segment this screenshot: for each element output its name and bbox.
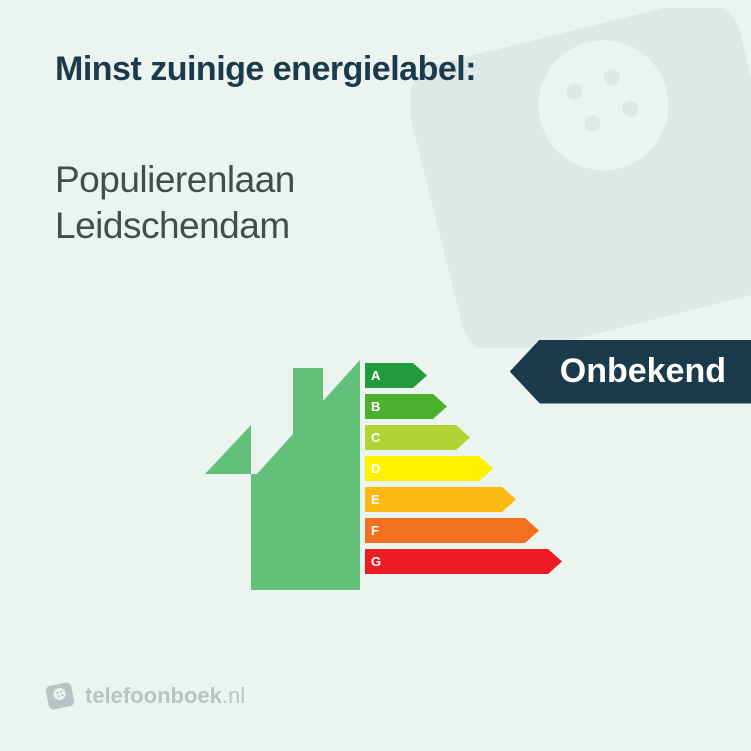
house-icon xyxy=(205,360,360,590)
page-title: Minst zuinige energielabel: xyxy=(55,50,696,89)
street-name: Populierenlaan xyxy=(55,159,295,200)
result-badge: Onbekend xyxy=(510,340,751,404)
bar-letter: C xyxy=(371,425,380,450)
telefoonboek-logo-icon xyxy=(45,681,75,711)
footer-brand-text: telefoonboek.nl xyxy=(85,683,245,709)
bar-letter: G xyxy=(371,549,381,574)
bar-shape xyxy=(365,425,470,450)
bar-letter: A xyxy=(371,363,380,388)
footer-brand: telefoonboek.nl xyxy=(45,681,245,711)
bar-shape xyxy=(365,456,493,481)
location-subtitle: Populierenlaan Leidschendam xyxy=(55,157,696,250)
bar-shape xyxy=(365,518,539,543)
energy-label-chart: ABCDEFG Onbekend xyxy=(55,350,696,610)
bar-letter: B xyxy=(371,394,380,419)
footer-brand-name: telefoonboek xyxy=(85,683,222,708)
bar-shape xyxy=(365,487,516,512)
bar-letter: F xyxy=(371,518,379,543)
bar-shape xyxy=(365,549,562,574)
bar-letter: E xyxy=(371,487,380,512)
footer-tld: .nl xyxy=(222,683,245,708)
city-name: Leidschendam xyxy=(55,205,290,246)
bar-letter: D xyxy=(371,456,380,481)
